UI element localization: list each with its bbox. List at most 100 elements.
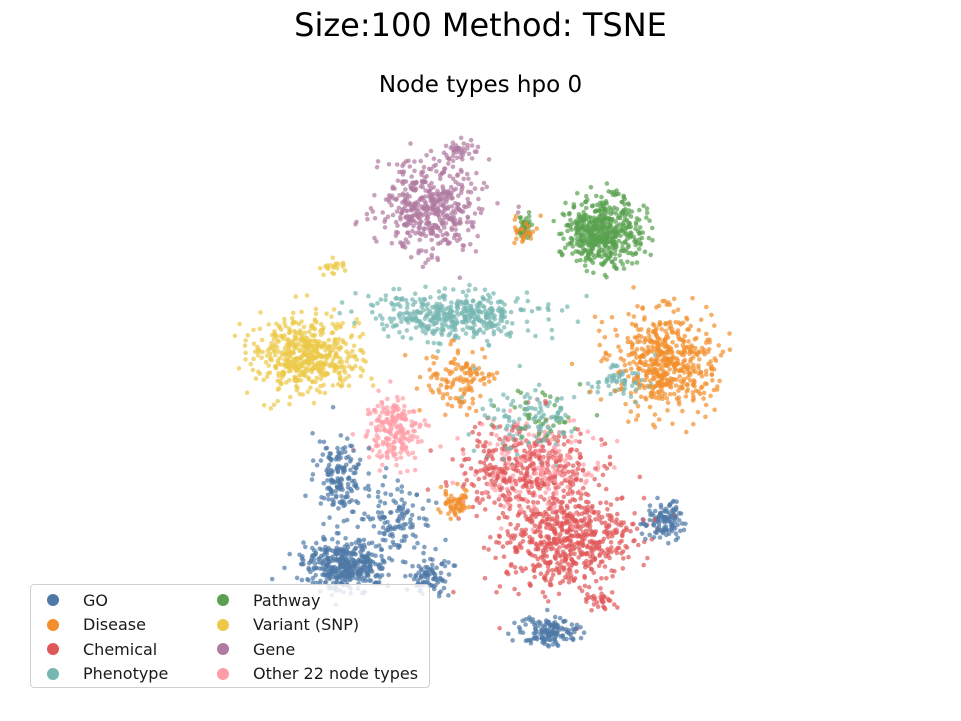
scatter-point	[613, 225, 618, 230]
scatter-point	[313, 572, 319, 578]
scatter-point	[672, 360, 678, 366]
scatter-point	[442, 563, 448, 569]
scatter-point	[370, 383, 376, 388]
scatter-point	[375, 489, 381, 495]
scatter-point	[452, 333, 458, 339]
scatter-point	[660, 366, 665, 372]
scatter-point	[389, 203, 394, 208]
scatter-point	[414, 386, 420, 391]
scatter-point	[306, 565, 312, 571]
scatter-point	[350, 349, 355, 354]
scatter-point	[396, 205, 402, 211]
scatter-point	[330, 344, 336, 349]
scatter-point	[548, 428, 554, 434]
scatter-point	[671, 296, 677, 302]
scatter-point	[400, 559, 406, 564]
scatter-point	[669, 380, 674, 386]
scatter-point	[616, 238, 622, 244]
scatter-point	[539, 460, 545, 466]
scatter-point	[349, 541, 354, 547]
scatter-point	[293, 383, 299, 389]
scatter-point	[469, 223, 475, 229]
scatter-point	[470, 504, 476, 510]
scatter-point	[417, 323, 423, 328]
scatter-point	[438, 589, 444, 594]
scatter-point	[318, 578, 323, 584]
scatter-point	[570, 469, 575, 474]
scatter-point	[681, 527, 687, 533]
scatter-point	[537, 306, 542, 311]
scatter-point	[438, 228, 443, 234]
scatter-point	[573, 249, 579, 254]
scatter-point	[535, 476, 540, 482]
scatter-point	[405, 468, 410, 474]
scatter-point	[363, 565, 369, 570]
scatter-point	[416, 515, 422, 521]
scatter-point	[573, 438, 579, 444]
scatter-point	[628, 339, 633, 345]
scatter-point	[465, 145, 470, 151]
scatter-point	[328, 489, 334, 495]
scatter-point	[374, 427, 379, 433]
scatter-point	[414, 211, 420, 217]
scatter-point	[427, 367, 432, 373]
scatter-point	[373, 544, 379, 549]
scatter-point	[666, 540, 671, 546]
scatter-point	[399, 538, 405, 544]
scatter-point	[396, 301, 401, 307]
scatter-point	[540, 421, 546, 427]
scatter-point	[323, 544, 328, 550]
scatter-point	[434, 565, 439, 570]
scatter-point	[374, 239, 379, 244]
scatter-point	[450, 164, 456, 170]
scatter-point	[313, 379, 318, 385]
scatter-point	[450, 195, 455, 201]
scatter-point	[654, 305, 659, 310]
scatter-point	[436, 387, 442, 392]
scatter-point	[378, 499, 383, 504]
scatter-point	[628, 394, 634, 400]
scatter-point	[552, 555, 558, 561]
scatter-point	[700, 349, 706, 355]
scatter-point	[251, 327, 256, 333]
scatter-point	[389, 531, 395, 537]
scatter-point	[327, 364, 333, 369]
scatter-point	[662, 344, 667, 349]
scatter-point	[501, 408, 507, 414]
scatter-point	[504, 451, 510, 456]
scatter-point	[474, 331, 479, 337]
scatter-point	[385, 214, 391, 219]
scatter-point	[313, 306, 319, 312]
scatter-point	[618, 386, 624, 392]
scatter-point	[342, 449, 348, 455]
scatter-point	[673, 367, 678, 372]
scatter-point	[482, 507, 488, 512]
scatter-point	[607, 555, 612, 561]
scatter-point	[659, 327, 664, 332]
scatter-point	[440, 323, 445, 329]
scatter-point	[492, 376, 497, 381]
scatter-point	[615, 605, 620, 610]
scatter-point	[243, 338, 248, 343]
scatter-point	[548, 559, 553, 565]
scatter-point	[368, 302, 374, 308]
scatter-point	[435, 211, 441, 217]
scatter-point	[457, 509, 462, 514]
scatter-point	[654, 371, 660, 377]
scatter-point	[328, 349, 333, 355]
scatter-point	[517, 429, 522, 434]
scatter-point	[602, 606, 608, 612]
scatter-point	[484, 184, 490, 190]
scatter-point	[380, 423, 386, 429]
scatter-point	[334, 530, 340, 536]
scatter-point	[438, 176, 443, 182]
scatter-point	[532, 523, 538, 529]
scatter-point	[456, 220, 461, 225]
scatter-point	[455, 481, 460, 487]
scatter-point	[328, 467, 334, 473]
scatter-point	[636, 367, 642, 372]
scatter-point	[418, 422, 423, 428]
scatter-point	[573, 511, 578, 516]
scatter-point	[464, 171, 470, 177]
scatter-point	[283, 323, 288, 329]
